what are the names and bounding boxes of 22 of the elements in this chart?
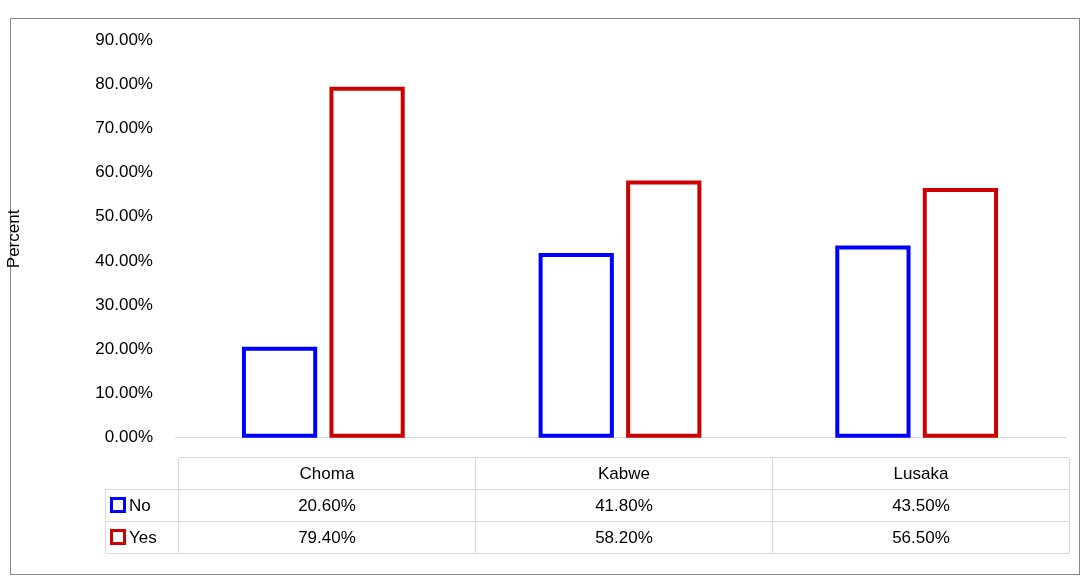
legend-label: No [105,489,179,522]
x-tick-label: Lusaka [772,457,1070,490]
y-tick-label: 30.00% [95,294,153,314]
y-tick-label: 60.00% [95,162,153,182]
data-label: 43.50% [772,489,1070,522]
legend-label: Yes [105,521,179,554]
y-tick-label: 70.00% [95,118,153,138]
y-tick-label: 80.00% [95,73,153,93]
x-tick-label: Kabwe [475,457,773,490]
data-label: 58.20% [475,521,773,554]
y-axis-title: Percent [3,209,23,269]
y-tick-label: 20.00% [95,339,153,359]
x-tick-label: Choma [178,457,476,490]
y-tick-label: 10.00% [95,383,153,403]
data-label: 79.40% [178,521,476,554]
data-label: 20.60% [178,489,476,522]
data-label: 56.50% [772,521,1070,554]
y-tick-label: 90.00% [95,29,153,49]
y-tick-label: 50.00% [95,206,153,226]
y-tick-label: 0.00% [104,427,153,447]
y-tick-label: 40.00% [95,250,153,270]
data-label: 41.80% [475,489,773,522]
